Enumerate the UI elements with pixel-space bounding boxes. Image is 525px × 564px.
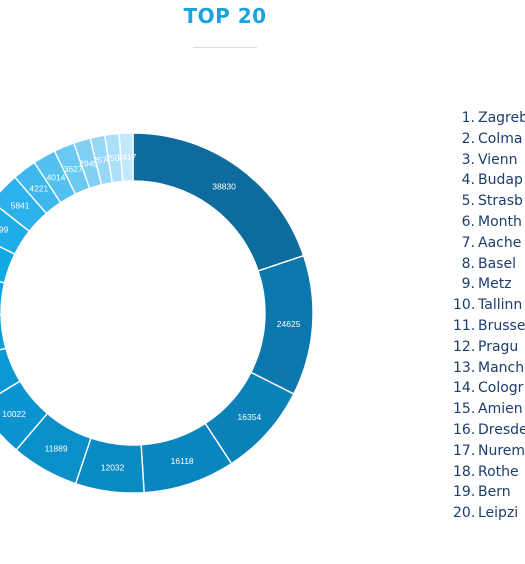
donut-slice-7	[0, 380, 49, 451]
legend-city-label: Amien	[478, 401, 523, 418]
legend-city-label: Zagreb	[478, 110, 525, 126]
legend-city-label: Dresde	[478, 421, 525, 438]
slice-value-label-3: 16354	[238, 412, 262, 422]
legend-item-6: 6. Month	[453, 212, 525, 233]
legend-item-10: 10. Tallinn	[453, 295, 525, 316]
legend-rank: 9.	[461, 276, 475, 293]
slice-value-label-18: 2575	[93, 155, 112, 165]
donut-slice-8	[0, 347, 21, 395]
legend-city-label: Brusse	[478, 317, 525, 334]
slice-value-label-4: 16118	[171, 456, 194, 466]
slice-value-label-16: 3627	[64, 164, 83, 174]
legend-city-label: Cologr	[478, 380, 524, 397]
legend-item-14: 14. Cologr	[453, 378, 525, 399]
legend-item-11: 11. Brusse	[453, 316, 525, 337]
legend-item-15: 15. Amien	[453, 399, 525, 420]
legend-item-7: 7. Aache	[453, 233, 525, 254]
legend-city-label: Rothe	[478, 463, 519, 480]
slice-value-label-20: 2417	[117, 152, 136, 162]
legend-item-9: 9. Metz	[453, 274, 525, 295]
slice-value-label-19: 2500	[105, 153, 124, 163]
legend-rank: 16.	[453, 421, 476, 438]
legend-item-1: 1. Zagreb	[453, 108, 525, 129]
legend-item-16: 16. Dresde	[453, 420, 525, 441]
legend-city-label: Vienn	[478, 151, 518, 168]
legend-city-label: Metz	[478, 276, 512, 293]
legend-item-19: 19. Bern	[453, 482, 525, 503]
slice-value-label-5: 12032	[101, 463, 125, 473]
legend-item-18: 18. Rothe	[453, 462, 525, 483]
legend-city-label: Colma	[478, 130, 523, 147]
legend-rank: 17.	[453, 442, 476, 459]
legend-rank: 7.	[461, 234, 475, 251]
legend-rank: 4.	[461, 172, 475, 189]
legend-city-label: Bern	[478, 484, 511, 501]
legend-rank: 3.	[461, 151, 475, 168]
legend-rank: 18.	[453, 463, 476, 480]
legend-city-label: Basel	[478, 255, 516, 272]
legend-item-20: 20. Leipzi	[453, 503, 525, 524]
legend-city-label: Pragu	[478, 338, 519, 355]
legend-item-8: 8. Basel	[453, 254, 525, 275]
legend-item-5: 5. Strasb	[453, 191, 525, 212]
legend-rank: 2.	[461, 130, 475, 147]
legend-rank: 10.	[453, 297, 476, 314]
legend-city-label: Month	[478, 213, 522, 230]
legend-city-label: Tallinn	[478, 297, 523, 314]
legend-item-17: 17. Nurem	[453, 441, 525, 462]
legend-rank: 19.	[453, 484, 476, 501]
slice-value-label-13: 5841	[11, 200, 30, 210]
legend-city-label: Aache	[478, 234, 522, 251]
slice-value-label-1: 38830	[212, 181, 236, 191]
legend-item-2: 2. Colma	[453, 129, 525, 150]
slice-value-label-6: 11889	[45, 444, 68, 454]
slice-value-label-14: 4221	[29, 184, 48, 194]
legend-item-3: 3. Vienn	[453, 150, 525, 171]
donut-slice-20	[118, 132, 134, 183]
legend-city-label: Leipzi	[478, 505, 519, 522]
title-divider	[193, 47, 257, 48]
legend-rank: 8.	[461, 255, 475, 272]
slice-value-label-17: 2942	[79, 158, 98, 168]
legend-rank: 6.	[461, 213, 475, 230]
slice-value-label-15: 4014	[47, 172, 66, 182]
legend-rank: 15.	[453, 401, 476, 418]
legend-rank: 12.	[453, 338, 476, 355]
legend-rank: 13.	[453, 359, 476, 376]
legend-rank: 1.	[461, 110, 475, 126]
legend-rank: 11.	[453, 317, 476, 334]
legend-item-4: 4. Budap	[453, 170, 525, 191]
legend-item-13: 13. Manch	[453, 358, 525, 379]
chart-title: TOP 20	[183, 4, 267, 28]
chart-legend: 1. Zagreb 2. Colma 3. Vienn 4. Budap 5. Strasb 6. M…	[453, 108, 525, 524]
slice-value-label-2: 24625	[277, 319, 301, 329]
donut-slice-1	[132, 132, 305, 272]
legend-city-label: Manch	[478, 359, 525, 376]
legend-item-12: 12. Pragu	[453, 337, 525, 358]
legend-city-label: Strasb	[478, 193, 523, 210]
legend-rank: 14.	[453, 380, 476, 397]
legend-rank: 5.	[461, 193, 475, 210]
donut-slice-9	[0, 314, 7, 351]
slice-value-label-7: 10022	[2, 409, 26, 419]
slice-value-label-12: 399	[0, 225, 9, 235]
legend-city-label: Budap	[478, 172, 523, 189]
legend-city-label: Nurem	[478, 442, 525, 459]
legend-rank: 20.	[453, 505, 476, 522]
